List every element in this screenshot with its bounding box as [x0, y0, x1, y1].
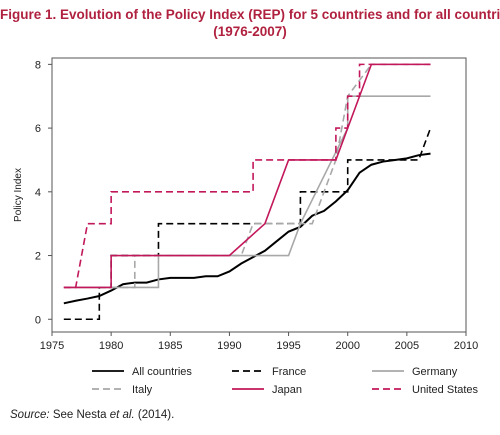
x-tick-label: 2000 [335, 340, 359, 352]
legend-item-italy: Italy [92, 384, 153, 396]
x-tick-label: 2005 [395, 340, 419, 352]
x-tick-label: 1975 [40, 340, 64, 352]
series-line-france [63, 127, 432, 321]
y-tick-label: 2 [35, 251, 41, 263]
y-axis-label: Policy Index [13, 168, 24, 222]
source-text-post: (2014). [134, 409, 175, 421]
legend-label-italy: Italy [132, 384, 153, 396]
legend-item-germany: Germany [372, 366, 458, 378]
figure-source: Source: See Nesta et al. (2014). [10, 409, 174, 421]
y-tick-label: 6 [35, 123, 41, 135]
x-tick-label: 2010 [454, 340, 478, 352]
legend-label-us: United States [412, 384, 479, 396]
series-line-all [63, 152, 431, 305]
plot-frame [51, 57, 467, 333]
legend-item-france: France [232, 366, 306, 378]
series-line-italy [99, 63, 431, 289]
y-tick-label: 0 [35, 314, 41, 326]
legend-label-japan: Japan [272, 384, 302, 396]
figure-title-line2: (1976-2007) [213, 24, 287, 39]
legend-item-us: United States [372, 384, 479, 396]
legend-label-all: All countries [132, 366, 192, 378]
source-text-italic: et al. [109, 409, 135, 421]
y-tick-label: 8 [35, 59, 41, 71]
series-line-japan [63, 63, 431, 289]
series-line-us [63, 63, 431, 289]
legend-label-france: France [272, 366, 306, 378]
x-tick-label: 1990 [217, 340, 241, 352]
figure-title: Figure 1. Evolution of the Policy Index … [0, 6, 500, 40]
x-tick-label: 1985 [158, 340, 182, 352]
source-label: Source: [10, 409, 50, 421]
chart-axes: 1975 1980 1985 1990 1995 2000 2005 2010 0 2 4 6 8 Pol… [13, 57, 478, 352]
legend-item-all: All countries [92, 366, 192, 378]
policy-index-chart: 1975 1980 1985 1990 1995 2000 2005 2010 0 2 4 6 8 Pol… [13, 57, 479, 396]
y-tick-label: 4 [35, 187, 41, 199]
x-tick-label: 1980 [99, 340, 123, 352]
x-tick-label: 1995 [276, 340, 300, 352]
legend-item-japan: Japan [232, 384, 302, 396]
figure-title-line1: Figure 1. Evolution of the Policy Index … [0, 7, 500, 22]
chart-legend: All countries France Germany Italy Japan Unit… [92, 366, 479, 396]
legend-label-germany: Germany [412, 366, 458, 378]
chart-plot-area [63, 63, 432, 321]
source-text-pre: See Nesta [52, 409, 110, 421]
